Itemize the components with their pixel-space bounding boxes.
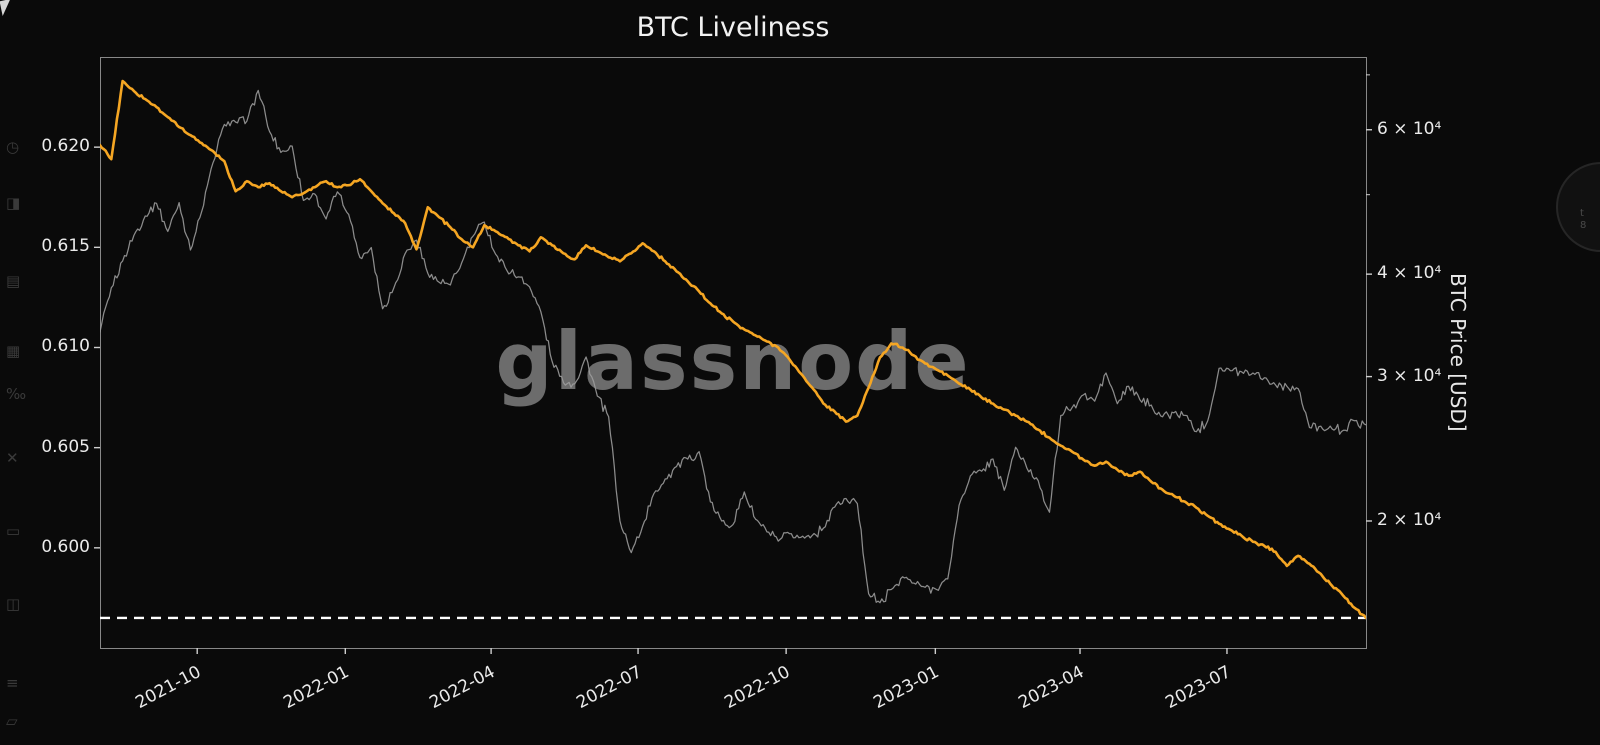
grid-icon[interactable]: ▦	[6, 342, 21, 360]
close-icon[interactable]: ✕	[6, 449, 19, 467]
clock-icon[interactable]: ◷	[6, 138, 20, 156]
menu-icon[interactable]: ≡	[6, 674, 19, 692]
left-y-tick-label: 0.610	[41, 336, 90, 357]
widget-circle-icon	[1556, 162, 1600, 252]
chart-title: BTC Liveliness	[636, 12, 830, 43]
left-y-tick-label: 0.620	[41, 136, 90, 157]
right-edge-widget[interactable]: t 8	[1556, 162, 1600, 252]
rectangle-icon[interactable]: ▭	[6, 522, 21, 540]
widget-text-line2: 8	[1580, 220, 1587, 231]
right-axis-title: BTC Price [USD]	[1446, 273, 1470, 432]
shape-icon[interactable]: ▱	[6, 712, 18, 730]
left-toolbar: ◷ ◨ ▤ ▦ ‰ ✕ ▭ ◫ ≡ ▱	[0, 0, 30, 745]
percent-icon[interactable]: ‰	[6, 385, 27, 403]
widget-text-line1: t	[1580, 208, 1584, 219]
left-y-tick-label: 0.615	[41, 236, 90, 257]
columns-icon[interactable]: ◫	[6, 595, 21, 613]
left-y-tick-label: 0.605	[41, 436, 90, 457]
left-y-tick-label: 0.600	[41, 536, 90, 557]
widget-text: t 8	[1580, 208, 1586, 232]
right-y-tick-label: 4 × 10⁴	[1377, 263, 1442, 284]
right-y-tick-label: 3 × 10⁴	[1377, 365, 1442, 386]
chart-rows-icon[interactable]: ▤	[6, 272, 21, 290]
panel-icon[interactable]: ◨	[6, 194, 21, 212]
right-y-tick-label: 2 × 10⁴	[1377, 509, 1442, 530]
right-y-tick-label: 6 × 10⁴	[1377, 118, 1442, 139]
